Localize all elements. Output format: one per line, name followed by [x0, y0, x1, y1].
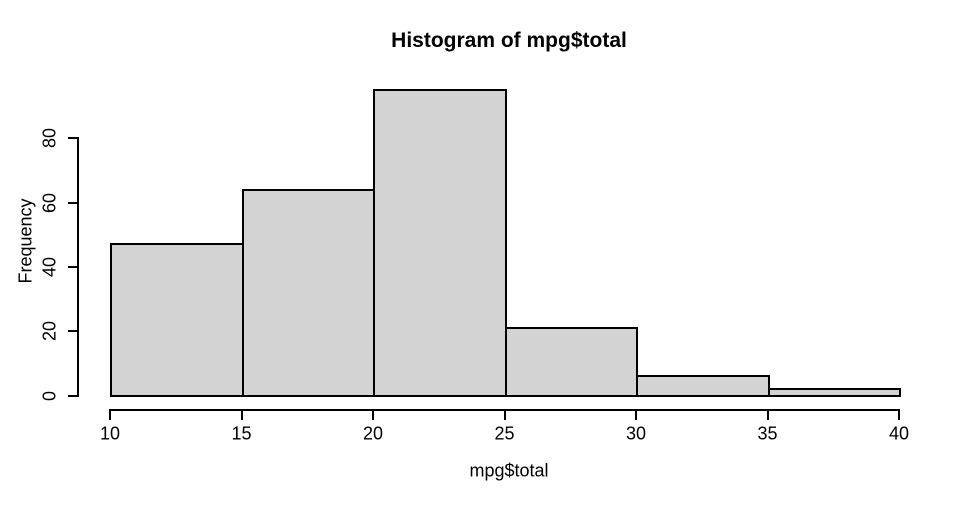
- y-axis-tick: [68, 265, 79, 268]
- y-tick-label: 0: [39, 390, 60, 401]
- histogram-bar: [110, 243, 244, 398]
- x-tick-label: 10: [99, 423, 121, 444]
- y-axis-label: Frequency: [15, 198, 36, 284]
- x-axis-tick: [503, 409, 506, 420]
- x-axis-tick: [898, 409, 900, 420]
- y-tick-label: 20: [39, 321, 60, 342]
- x-axis-tick: [109, 409, 111, 420]
- x-tick-label: 30: [625, 423, 647, 444]
- y-tick-label: 80: [39, 128, 60, 149]
- x-axis-tick: [635, 409, 637, 420]
- y-axis-tick: [68, 330, 79, 333]
- histogram-bar: [373, 89, 507, 398]
- histogram-bar: [504, 326, 638, 398]
- y-axis-tick: [68, 394, 79, 397]
- x-axis-tick: [240, 409, 243, 420]
- x-tick-label: 40: [888, 423, 910, 444]
- x-axis-tick: [766, 409, 769, 420]
- x-tick-label: 15: [231, 423, 252, 444]
- y-axis-tick: [68, 137, 79, 140]
- x-axis-label: mpg$total: [469, 460, 549, 481]
- x-tick-label: 20: [362, 423, 384, 444]
- y-axis-tick: [68, 201, 79, 204]
- histogram-bar: [767, 388, 901, 398]
- histogram-bar: [241, 188, 375, 398]
- x-axis-tick: [372, 409, 374, 420]
- x-tick-label: 25: [494, 423, 515, 444]
- chart-title: Histogram of mpg$total: [391, 29, 627, 52]
- histogram-bar: [636, 375, 770, 398]
- x-tick-label: 35: [757, 423, 778, 444]
- y-tick-label: 40: [39, 256, 60, 277]
- y-tick-label: 60: [39, 192, 60, 213]
